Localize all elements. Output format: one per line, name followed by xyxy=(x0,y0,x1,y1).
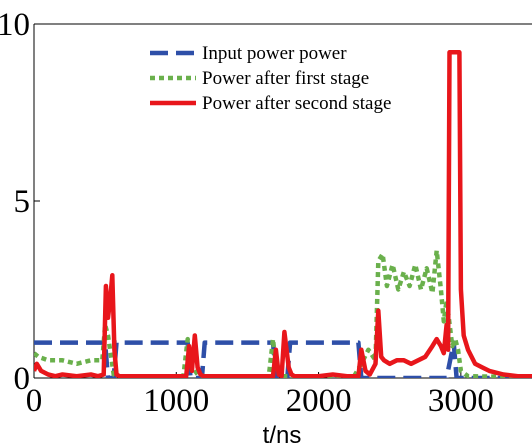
x-tick-label: 2000 xyxy=(286,383,352,419)
legend-label: Power after first stage xyxy=(202,68,369,89)
x-tick-label: 1000 xyxy=(143,383,209,419)
y-tick-label: 5 xyxy=(14,184,31,220)
series-line-3 xyxy=(34,50,532,378)
x-tick-label: 3000 xyxy=(428,383,494,419)
legend: Input power power Power after first stage… xyxy=(150,43,391,114)
legend-label: Power after second stage xyxy=(202,93,391,114)
y-tick-label: 0 xyxy=(14,361,31,397)
x-tick-label: 0 xyxy=(26,383,43,419)
legend-label: Input power power xyxy=(202,43,347,64)
x-axis-label: t/ns xyxy=(263,422,302,447)
y-tick-label: 10 xyxy=(0,7,30,43)
